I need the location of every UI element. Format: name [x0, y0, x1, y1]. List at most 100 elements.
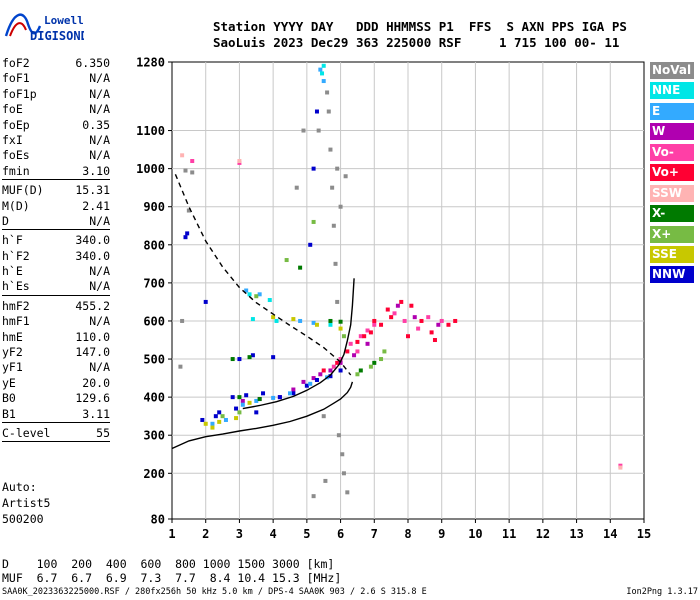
param-row-fof1p: foF1p N/A [2, 87, 110, 102]
param-value: N/A [89, 264, 110, 279]
legend-item-sse: SSE [650, 245, 694, 263]
param-row-fof1: foF1 N/A [2, 71, 110, 86]
echo-point-vo [389, 315, 394, 320]
param-value: N/A [89, 314, 110, 329]
legend-item-nne: NNE [650, 82, 694, 100]
echo-point-noval [321, 414, 326, 419]
echo-point-noval [190, 170, 195, 175]
param-value: N/A [89, 360, 110, 375]
echo-point-noval [325, 90, 330, 95]
echo-point-w [291, 387, 296, 392]
param-value: 3.10 [82, 163, 110, 178]
param-value: N/A [89, 148, 110, 163]
echo-point-nnw [308, 242, 313, 247]
x-tick-label: 6 [337, 527, 344, 541]
x-tick-label: 13 [569, 527, 583, 541]
echo-point-vo [453, 318, 458, 323]
echo-point-noval [186, 208, 191, 213]
echo-point-x [338, 319, 343, 324]
echo-point-sse [203, 421, 208, 426]
echo-point-vo [372, 318, 377, 323]
echo-point-nnw [338, 368, 343, 373]
echo-point-noval [336, 433, 341, 438]
param-label: hmF2 [2, 298, 30, 313]
parameter-panel: foF2 6.350 foF1 N/A foF1p N/A foE N/A foEp 0.35 fx… [2, 56, 110, 443]
echo-point-nne [320, 71, 325, 76]
param-row-foes: foEs N/A [2, 148, 110, 163]
echo-point-noval [330, 185, 335, 190]
echo-point-x [328, 318, 333, 323]
param-separator [2, 294, 110, 299]
echo-point-sse [291, 317, 296, 322]
y-tick-label: 500 [143, 353, 165, 367]
echo-point-nne [250, 317, 255, 322]
y-tick-label: 900 [143, 200, 165, 214]
echo-point-x [379, 357, 384, 362]
echo-point-nnw [250, 353, 255, 358]
param-row-b0: B0 129.6 [2, 391, 110, 406]
echo-point-x [254, 294, 259, 299]
y-tick-labels: 80 200 300 400 500 600 700 800 900 1000 1100 1280 [136, 56, 165, 527]
echo-point-noval [341, 471, 346, 476]
echo-point-nne [274, 318, 279, 323]
param-label: yF2 [2, 345, 23, 360]
param-label: hmE [2, 329, 23, 344]
echo-point-nnw [291, 391, 296, 396]
x-tick-label: 14 [603, 527, 617, 541]
x-tick-label: 3 [236, 527, 243, 541]
param-value: 20.0 [82, 375, 110, 390]
echo-point-w [365, 341, 370, 346]
echo-point-e [210, 421, 215, 426]
param-label: B0 [2, 391, 16, 406]
echo-point-nne [321, 63, 326, 68]
x-tick-label: 15 [637, 527, 651, 541]
echo-point-e [223, 417, 228, 422]
echo-point-noval [326, 109, 331, 114]
param-value: 340.0 [75, 248, 110, 263]
param-value: N/A [89, 86, 110, 101]
param-value: 129.6 [75, 391, 110, 406]
x-tick-label: 12 [536, 527, 550, 541]
echo-point-nnw [261, 391, 266, 396]
echo-point-vo [355, 349, 360, 354]
param-value: N/A [89, 132, 110, 147]
legend-item-noval: NoVal [650, 62, 694, 79]
echo-point-noval [340, 452, 345, 457]
param-value: 0.35 [82, 117, 110, 132]
echo-point-e [288, 391, 292, 396]
param-label: fxI [2, 132, 23, 147]
param-value: 55 [96, 425, 110, 440]
echo-point-vo [379, 322, 384, 327]
echo-point-sse [314, 322, 319, 327]
autoscale-line-2: Artist5 [2, 496, 51, 510]
echo-point-noval [301, 128, 306, 133]
param-row-ye: yE 20.0 [2, 376, 110, 391]
echo-point-e [298, 318, 303, 323]
echo-point-sse [234, 416, 239, 421]
echo-point-vo [429, 330, 434, 335]
param-label: h`F2 [2, 248, 30, 263]
x-tick-label: 2 [202, 527, 209, 541]
echo-point-x [237, 410, 242, 415]
param-row-foe: foE N/A [2, 102, 110, 117]
param-label: foEp [2, 117, 30, 132]
param-value: 340.0 [75, 233, 110, 248]
digisonde-wave-icon: Lowell DIGISONDE [4, 13, 95, 43]
echo-point-x [298, 265, 303, 270]
lowell-digisonde-logo: Lowell DIGISONDE [4, 6, 95, 46]
echo-point-vo [419, 318, 424, 323]
param-separator [2, 441, 110, 443]
y-tick-label: 1000 [136, 162, 165, 176]
echo-point-vo [355, 339, 360, 344]
param-label: foEs [2, 148, 30, 163]
param-row-md: M(D) 2.41 [2, 199, 110, 214]
echo-point-vo [335, 360, 340, 365]
param-label: foF1p [2, 86, 37, 101]
echo-point-noval [323, 478, 328, 483]
y-tick-label: 1100 [136, 124, 165, 138]
param-value: 15.31 [75, 183, 110, 198]
param-label: foE [2, 102, 23, 117]
param-value: N/A [89, 102, 110, 117]
echo-point-w [240, 398, 245, 403]
